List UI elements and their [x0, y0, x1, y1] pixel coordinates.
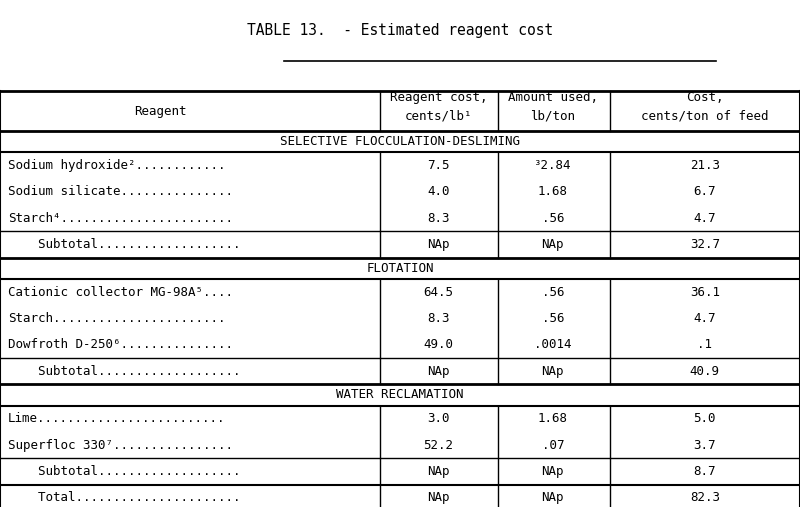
Text: Total......................: Total...................... [8, 491, 241, 504]
Text: 82.3: 82.3 [690, 491, 720, 504]
Text: Subtotal...................: Subtotal................... [8, 238, 241, 251]
Text: .56: .56 [542, 211, 564, 225]
Text: 36.1: 36.1 [690, 285, 720, 299]
Text: NAp: NAp [542, 465, 564, 478]
Text: NAp: NAp [542, 365, 564, 378]
Text: 4.7: 4.7 [694, 211, 716, 225]
Text: Sodium silicate...............: Sodium silicate............... [8, 185, 233, 198]
Text: WATER RECLAMATION: WATER RECLAMATION [336, 388, 464, 402]
Text: Superfloc 330⁷................: Superfloc 330⁷................ [8, 439, 233, 452]
Text: Lime.........................: Lime......................... [8, 412, 226, 425]
Text: Cationic collector MG-98A⁵....: Cationic collector MG-98A⁵.... [8, 285, 233, 299]
Text: 4.0: 4.0 [427, 185, 450, 198]
Text: NAp: NAp [427, 238, 450, 251]
Text: NAp: NAp [542, 238, 564, 251]
Text: NAp: NAp [427, 365, 450, 378]
Text: 52.2: 52.2 [423, 439, 454, 452]
Text: 8.3: 8.3 [427, 312, 450, 325]
Text: .0014: .0014 [534, 338, 571, 351]
Text: 1.68: 1.68 [538, 185, 568, 198]
Text: Starch⁴.......................: Starch⁴....................... [8, 211, 233, 225]
Text: 8.7: 8.7 [694, 465, 716, 478]
Text: Amount used,
lb/ton: Amount used, lb/ton [508, 91, 598, 123]
Text: 40.9: 40.9 [690, 365, 720, 378]
Text: .1: .1 [698, 338, 712, 351]
Text: Subtotal...................: Subtotal................... [8, 365, 241, 378]
Text: 7.5: 7.5 [427, 159, 450, 172]
Text: TABLE 13.  - Estimated reagent cost: TABLE 13. - Estimated reagent cost [247, 23, 553, 38]
Text: 3.0: 3.0 [427, 412, 450, 425]
Text: NAp: NAp [427, 465, 450, 478]
Text: 4.7: 4.7 [694, 312, 716, 325]
Text: 8.3: 8.3 [427, 211, 450, 225]
Text: 64.5: 64.5 [423, 285, 454, 299]
Text: Subtotal...................: Subtotal................... [8, 465, 241, 478]
Text: Dowfroth D-250⁶...............: Dowfroth D-250⁶............... [8, 338, 233, 351]
Text: Sodium hydroxide²............: Sodium hydroxide²............ [8, 159, 226, 172]
Text: 49.0: 49.0 [423, 338, 454, 351]
Text: .56: .56 [542, 285, 564, 299]
Text: Starch.......................: Starch....................... [8, 312, 226, 325]
Text: Cost,
cents/ton of feed: Cost, cents/ton of feed [641, 91, 769, 123]
Text: 1.68: 1.68 [538, 412, 568, 425]
Text: 3.7: 3.7 [694, 439, 716, 452]
Text: 32.7: 32.7 [690, 238, 720, 251]
Text: ³2.84: ³2.84 [534, 159, 571, 172]
Text: NAp: NAp [542, 491, 564, 504]
Text: 6.7: 6.7 [694, 185, 716, 198]
Text: 21.3: 21.3 [690, 159, 720, 172]
Text: .56: .56 [542, 312, 564, 325]
Text: 5.0: 5.0 [694, 412, 716, 425]
Text: FLOTATION: FLOTATION [366, 262, 434, 275]
Text: .07: .07 [542, 439, 564, 452]
Text: SELECTIVE FLOCCULATION-DESLIMING: SELECTIVE FLOCCULATION-DESLIMING [280, 135, 520, 148]
Text: NAp: NAp [427, 491, 450, 504]
Text: Reagent cost,
cents/lb¹: Reagent cost, cents/lb¹ [390, 91, 487, 123]
Text: Reagent: Reagent [134, 104, 186, 118]
